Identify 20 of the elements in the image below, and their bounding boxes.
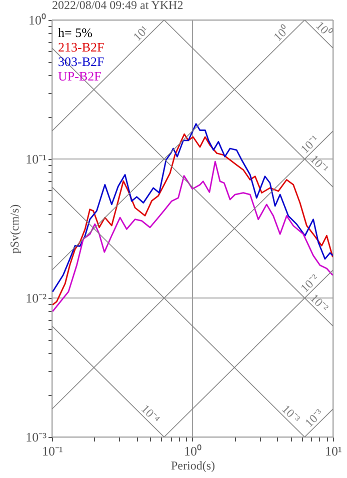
text: 10⁻⁴ [138, 402, 163, 426]
x-tick-label: 10⁰ [184, 444, 202, 458]
annotation: h= 5% [58, 25, 93, 40]
x-tick-label: 10⁻¹ [42, 444, 64, 458]
y-tick-label: 10⁻² [26, 290, 47, 306]
y-tick-label: 10⁻¹ [26, 152, 47, 166]
text: 10¹ [130, 22, 152, 44]
text: 10⁰ [270, 22, 292, 44]
text: UP-B2F [58, 68, 102, 84]
x-tick-label: 10¹ [325, 444, 342, 458]
y-axis-title: pSv(cm/s) [8, 204, 22, 254]
text: 10⁻³ [279, 402, 304, 426]
y-tick-label: 10⁻³ [26, 430, 47, 444]
text: 10⁰ [313, 18, 334, 40]
y-tick-label: 10⁰ [28, 12, 46, 28]
text: 10⁻³ [302, 406, 326, 430]
chart-title: 2022/08/04 09:49 at YKH2 [52, 0, 184, 12]
text: 213-B2F [58, 40, 104, 54]
x-axis-title: Period(s) [171, 458, 215, 472]
text: 303-B2F [58, 54, 104, 69]
